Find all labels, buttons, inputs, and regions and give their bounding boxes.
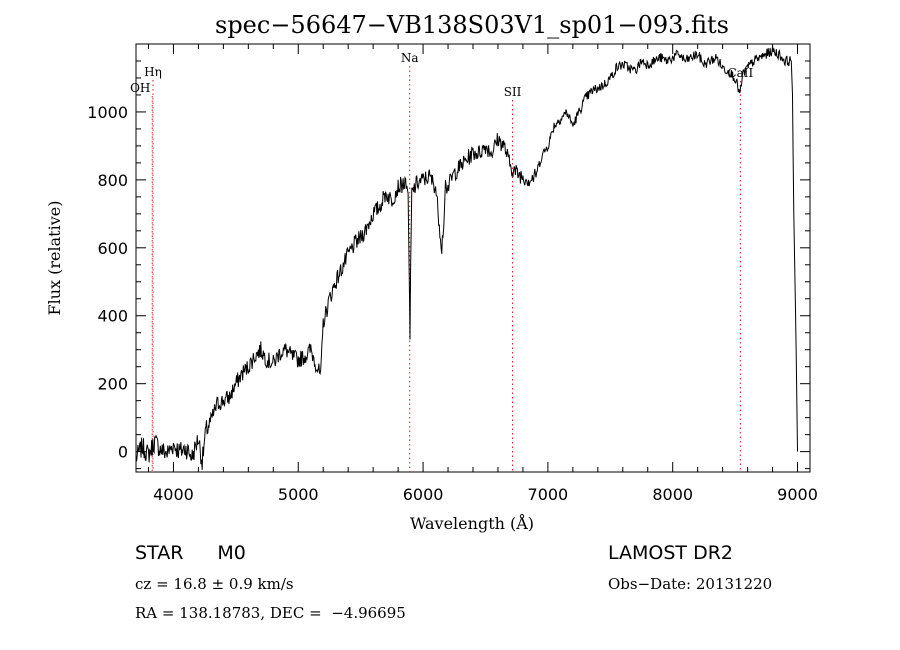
redshift-cz: cz = 16.8 ± 0.9 km/s [135, 575, 294, 593]
axis-ticks [136, 44, 810, 472]
axis-tick-labels: 4000 5000 6000 7000 8000 9000 0 200 400 600 800 100… [87, 103, 818, 504]
spectral-line-label: SII [504, 85, 522, 99]
chart-title: spec−56647−VB138S03V1_sp01−093.fits [215, 11, 729, 39]
y-tick-label: 800 [97, 171, 128, 190]
y-tick-label: 400 [97, 307, 128, 326]
x-tick-label: 8000 [652, 485, 693, 504]
x-axis-label: Wavelength (Å) [410, 513, 534, 533]
observation-date: Obs−Date: 20131220 [608, 575, 773, 593]
coordinates: RA = 138.18783, DEC = −4.96695 [135, 604, 406, 622]
y-tick-label: 0 [118, 443, 128, 462]
spectral-subclass: M0 [217, 542, 246, 564]
y-tick-label: 600 [97, 239, 128, 258]
x-tick-label: 5000 [278, 485, 319, 504]
x-tick-label: 6000 [403, 485, 444, 504]
plot-frame [135, 43, 811, 473]
spectral-line-label: OH [130, 81, 150, 95]
y-tick-label: 200 [97, 375, 128, 394]
y-axis-label: Flux (relative) [45, 201, 64, 316]
x-tick-label: 9000 [777, 485, 818, 504]
object-class: STAR M0 [135, 542, 246, 564]
spectral-line-markers: OH Hη Na SII CaII [130, 51, 754, 472]
star-type: STAR [135, 542, 184, 564]
spectral-line-label: Na [401, 51, 419, 65]
spectrum-line [135, 45, 798, 470]
spectral-line-label: CaII [727, 66, 753, 80]
spectral-line-label: Hη [144, 65, 162, 79]
survey-name: LAMOST DR2 [608, 542, 733, 564]
x-tick-label: 7000 [528, 485, 569, 504]
y-tick-label: 1000 [87, 103, 128, 122]
x-tick-label: 4000 [153, 485, 194, 504]
